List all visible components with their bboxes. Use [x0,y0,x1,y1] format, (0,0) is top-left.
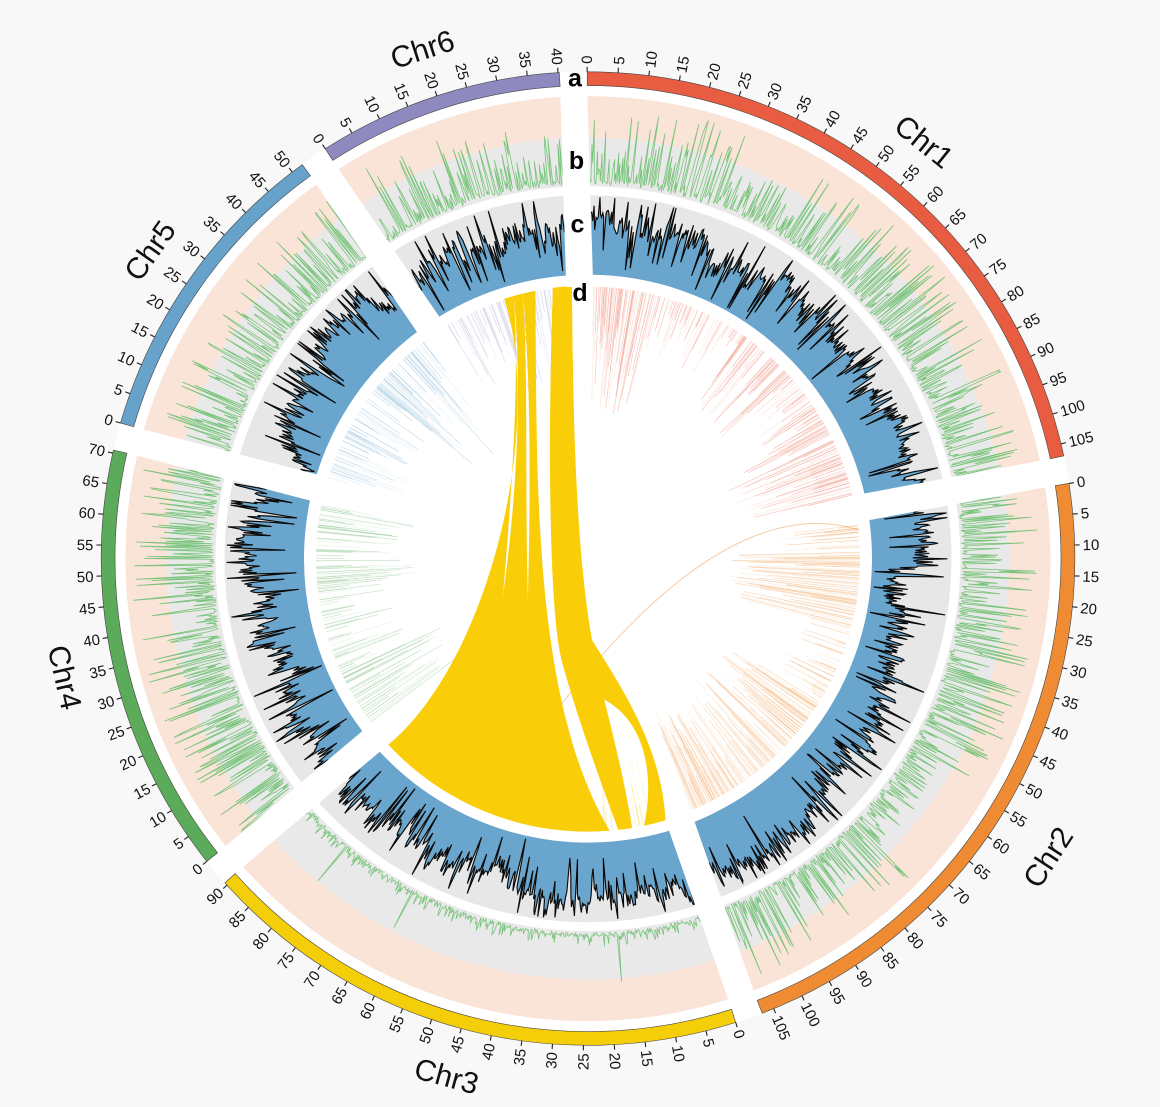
svg-text:15: 15 [673,55,693,75]
svg-text:75: 75 [986,256,1009,280]
svg-text:25: 25 [451,61,472,81]
svg-text:85: 85 [878,949,902,973]
svg-text:20: 20 [144,291,167,314]
svg-text:5: 5 [611,56,628,65]
svg-text:15: 15 [131,781,154,804]
svg-text:35: 35 [1060,693,1081,714]
svg-text:90: 90 [1035,339,1057,361]
svg-text:a: a [568,65,583,93]
svg-text:80: 80 [1004,282,1027,305]
svg-text:25: 25 [576,1053,593,1070]
svg-text:15: 15 [1082,569,1099,587]
svg-text:100: 100 [1058,397,1087,421]
svg-text:40: 40 [547,48,565,66]
svg-text:0: 0 [1076,473,1087,491]
svg-text:50: 50 [77,569,94,587]
svg-text:65: 65 [328,985,351,1008]
svg-text:45: 45 [849,124,872,147]
svg-text:60: 60 [78,504,96,522]
svg-text:70: 70 [87,440,107,460]
svg-text:15: 15 [637,1049,656,1068]
svg-text:15: 15 [128,319,151,342]
svg-text:40: 40 [82,631,101,650]
svg-text:35: 35 [511,1048,530,1067]
svg-text:20: 20 [1079,600,1097,619]
svg-text:25: 25 [735,70,756,91]
svg-text:70: 70 [967,230,991,254]
svg-text:50: 50 [1022,781,1045,804]
svg-text:30: 30 [96,693,117,714]
svg-text:95: 95 [825,985,848,1008]
svg-text:45: 45 [1037,752,1059,774]
svg-text:20: 20 [704,61,725,81]
svg-text:25: 25 [1075,631,1094,650]
svg-text:30: 30 [543,1052,561,1070]
svg-text:40: 40 [1049,723,1071,745]
svg-text:60: 60 [989,835,1012,858]
svg-text:70: 70 [301,968,324,991]
svg-text:65: 65 [970,860,994,884]
svg-text:75: 75 [275,949,299,973]
svg-text:65: 65 [81,472,100,491]
svg-text:10: 10 [360,93,383,115]
svg-text:95: 95 [1047,369,1069,391]
svg-text:30: 30 [179,238,203,262]
svg-text:30: 30 [1068,662,1088,682]
svg-text:55: 55 [76,537,93,554]
svg-text:10: 10 [642,50,661,69]
svg-text:60: 60 [357,1000,380,1022]
svg-text:85: 85 [1021,310,1044,333]
svg-text:10: 10 [115,348,137,370]
svg-text:35: 35 [515,50,534,69]
svg-text:35: 35 [88,662,108,682]
svg-text:30: 30 [764,81,786,103]
svg-text:40: 40 [479,1042,499,1062]
svg-text:55: 55 [386,1013,408,1035]
svg-text:90: 90 [852,968,875,991]
svg-text:5: 5 [1080,505,1090,523]
svg-text:10: 10 [668,1044,688,1063]
svg-text:10: 10 [1082,537,1099,554]
svg-text:105: 105 [1067,429,1095,451]
svg-text:20: 20 [605,1052,623,1070]
svg-text:35: 35 [793,93,816,115]
svg-text:15: 15 [390,81,412,103]
svg-text:30: 30 [483,55,503,75]
svg-text:50: 50 [416,1025,437,1046]
svg-text:5: 5 [699,1037,718,1049]
svg-text:45: 45 [447,1034,468,1055]
svg-text:45: 45 [78,600,96,619]
svg-text:25: 25 [106,723,128,745]
svg-text:20: 20 [117,752,139,774]
svg-text:b: b [569,147,584,175]
svg-text:10: 10 [146,808,169,831]
svg-text:50: 50 [270,148,294,172]
svg-text:50: 50 [875,142,899,166]
svg-text:d: d [572,279,587,307]
svg-text:c: c [571,211,585,239]
svg-text:25: 25 [161,264,184,287]
svg-text:0: 0 [578,55,595,63]
svg-text:20: 20 [420,70,441,91]
svg-text:40: 40 [821,108,844,131]
svg-text:55: 55 [1007,808,1030,831]
